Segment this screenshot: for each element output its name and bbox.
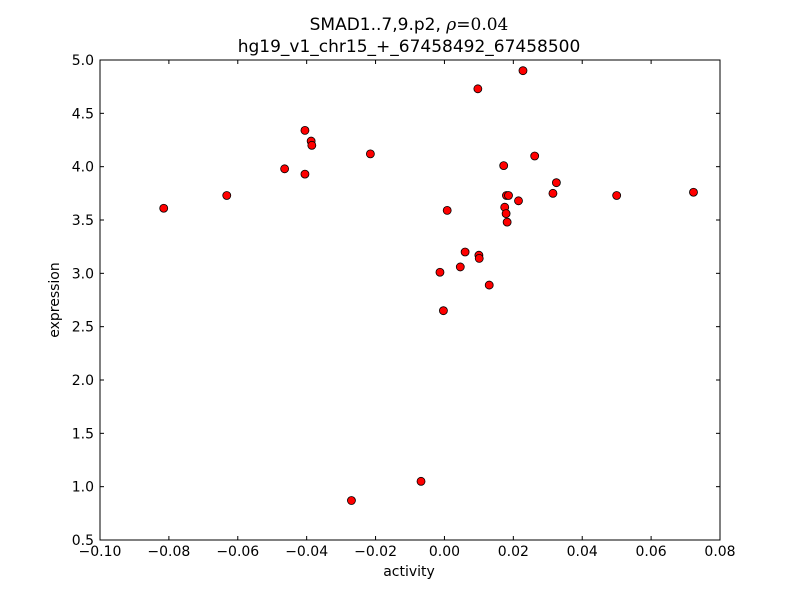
x-tick-label: −0.06 [216, 544, 259, 560]
data-point [501, 209, 511, 219]
chart-title-rho-equals: = [456, 15, 470, 35]
data-point [300, 125, 310, 135]
y-tick-label: 2.0 [72, 373, 94, 389]
x-tick-label: 0.00 [429, 544, 460, 560]
data-point [548, 188, 558, 198]
data-point [222, 191, 232, 200]
x-tick-label: −0.04 [285, 544, 328, 560]
x-tick-label: −0.02 [354, 544, 397, 560]
data-point [435, 267, 445, 277]
data-points [159, 66, 698, 505]
data-point [502, 217, 512, 227]
data-point [365, 149, 375, 159]
y-axis-label: expression [47, 262, 63, 338]
chart-title-rho-symbol: ρ [445, 15, 456, 35]
data-point [416, 476, 426, 486]
data-point [530, 151, 540, 161]
data-point [499, 161, 509, 171]
chart-title-rho-value: 0.04 [471, 15, 509, 35]
chart-title: SMAD1..7,9.p2, ρ=0.04 [310, 15, 509, 35]
y-tick-label: 2.5 [72, 320, 94, 336]
y-tick-label: 3.0 [72, 266, 94, 282]
data-point [442, 205, 452, 215]
data-point [612, 191, 622, 200]
chart-title-prefix: SMAD1..7,9.p2, [310, 15, 447, 35]
data-point [439, 306, 448, 316]
x-axis-label: activity [383, 564, 435, 580]
y-tick-label: 1.5 [72, 426, 94, 442]
data-point [300, 169, 310, 179]
chart-subtitle: hg19_v1_chr15_+_67458492_67458500 [238, 37, 581, 57]
data-point [474, 253, 484, 263]
data-point [689, 187, 698, 197]
x-tick-label: −0.10 [79, 544, 122, 560]
data-point [460, 247, 470, 257]
x-tick-label: 0.02 [498, 544, 529, 560]
x-tick-label: 0.04 [567, 544, 598, 560]
data-point [307, 140, 317, 150]
y-tick-label: 4.0 [72, 160, 94, 176]
data-point [455, 262, 465, 272]
data-point [280, 164, 290, 174]
data-point [159, 203, 169, 213]
data-point [473, 84, 483, 94]
data-point [518, 66, 528, 76]
axis-ticks: −0.10 −0.08 −0.06 −0.04 −0.02 0.00 0.02 0.04 0.0… [72, 53, 736, 560]
data-point [347, 496, 356, 505]
y-tick-label: 4.5 [72, 106, 94, 122]
y-tick-label: 1.0 [72, 480, 94, 496]
data-point [514, 196, 523, 206]
data-point [484, 280, 494, 290]
y-tick-label: 3.5 [72, 213, 94, 229]
y-tick-label: 0.5 [72, 533, 94, 549]
x-tick-label: 0.08 [704, 544, 735, 560]
x-tick-label: −0.08 [147, 544, 190, 560]
plot-area-frame [99, 59, 721, 541]
y-tick-label: 5.0 [72, 53, 94, 69]
data-point [504, 191, 513, 200]
data-point [551, 178, 561, 188]
x-tick-label: 0.06 [636, 544, 667, 560]
